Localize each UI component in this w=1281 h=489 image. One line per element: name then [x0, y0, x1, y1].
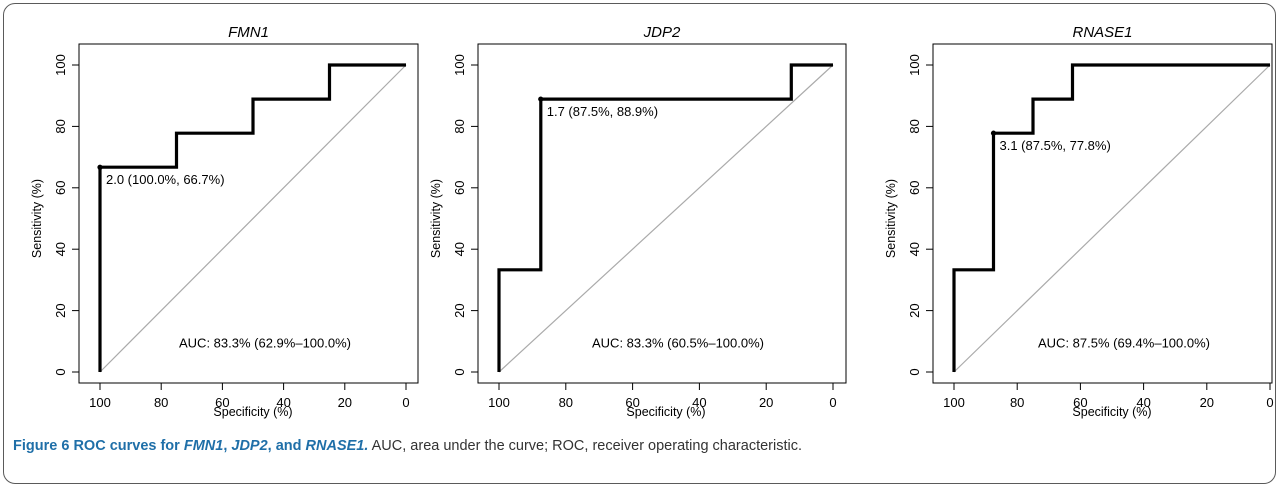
best-threshold-point — [538, 96, 544, 102]
roc-curve — [952, 63, 1270, 372]
x-tick-label: 20 — [338, 395, 352, 410]
reference-diagonal — [953, 64, 1271, 373]
caption-description: AUC, area under the curve; ROC, receiver… — [371, 438, 802, 454]
x-tick-label: 80 — [559, 395, 573, 410]
chart-title: FMN1 — [228, 24, 269, 41]
x-axis-label: Specificity (%) — [1072, 405, 1151, 419]
y-tick-label: 0 — [53, 368, 68, 375]
y-axis-label: Sensitivity (%) — [429, 179, 443, 258]
x-tick-label: 40 — [692, 395, 706, 410]
caption-title-part: FMN1 — [183, 438, 224, 454]
x-tick-label: 60 — [1073, 395, 1087, 410]
y-tick-label: 60 — [452, 181, 467, 195]
chart-title: JDP2 — [643, 24, 681, 41]
y-tick-label: 60 — [53, 181, 68, 195]
best-threshold-label: 1.7 (87.5%, 88.9%) — [547, 104, 658, 119]
best-threshold-point — [990, 130, 997, 136]
y-tick-label: 100 — [452, 54, 467, 76]
x-tick-label: 100 — [488, 395, 510, 410]
y-tick-label: 0 — [452, 368, 467, 375]
y-tick-label: 0 — [907, 368, 922, 375]
caption-title-part: RNASE1 — [305, 438, 365, 454]
x-tick-label: 80 — [1010, 395, 1024, 410]
y-axis-label: Sensitivity (%) — [884, 179, 898, 258]
caption-title: Figure 6 ROC curves for FMN1, JDP2, and … — [13, 438, 368, 454]
y-tick-label: 20 — [53, 303, 68, 317]
reference-diagonal — [99, 64, 407, 373]
plot-box — [477, 43, 847, 384]
best-threshold-label: 3.1 (87.5%, 77.8%) — [1000, 138, 1111, 153]
y-tick-label: 40 — [452, 242, 467, 256]
y-tick-label: 40 — [53, 242, 68, 256]
figure-frame — [3, 3, 1276, 484]
x-tick-label: 0 — [829, 395, 836, 410]
caption-title-part: JDP2 — [231, 438, 268, 454]
x-axis-label: Specificity (%) — [213, 405, 292, 419]
x-tick-label: 0 — [402, 395, 409, 410]
x-tick-label: 40 — [1136, 395, 1150, 410]
y-axis-label: Sensitivity (%) — [30, 179, 44, 258]
y-tick-label: 100 — [907, 54, 922, 76]
x-tick-label: 60 — [625, 395, 639, 410]
x-tick-label: 60 — [215, 395, 229, 410]
caption-title-part: , — [223, 438, 232, 454]
y-tick-label: 80 — [907, 119, 922, 133]
caption-title-part: . — [364, 438, 369, 454]
y-tick-label: 80 — [53, 119, 68, 133]
plot-box — [78, 43, 419, 384]
auc-annotation: AUC: 83.3% (62.9%–100.0%) — [179, 335, 351, 350]
x-tick-label: 20 — [759, 395, 773, 410]
y-tick-label: 20 — [907, 303, 922, 317]
auc-annotation: AUC: 87.5% (69.4%–100.0%) — [1038, 335, 1210, 350]
y-tick-label: 20 — [452, 303, 467, 317]
x-tick-label: 100 — [943, 395, 965, 410]
best-threshold-point — [97, 164, 103, 170]
y-tick-label: 80 — [452, 119, 467, 133]
plot-box — [932, 43, 1273, 384]
caption-title-parts: ROC curves for FMN1, JDP2, and RNASE1. — [73, 438, 368, 454]
x-tick-label: 80 — [154, 395, 168, 410]
figure-caption: Figure 6 ROC curves for FMN1, JDP2, and … — [13, 438, 802, 454]
x-tick-label: 0 — [1266, 395, 1273, 410]
chart-title: RNASE1 — [1072, 24, 1132, 41]
caption-title-part: ROC curves for — [73, 438, 184, 454]
reference-diagonal — [498, 64, 834, 373]
x-tick-label: 40 — [276, 395, 290, 410]
x-tick-label: 20 — [1200, 395, 1214, 410]
y-tick-label: 60 — [907, 181, 922, 195]
y-tick-label: 100 — [53, 54, 68, 76]
caption-figure-label: Figure 6 — [13, 438, 70, 454]
auc-annotation: AUC: 83.3% (60.5%–100.0%) — [592, 335, 764, 350]
roc-curve — [98, 63, 406, 372]
x-axis-label: Specificity (%) — [626, 405, 705, 419]
x-tick-label: 100 — [89, 395, 111, 410]
caption-title-part: , and — [267, 438, 306, 454]
best-threshold-label: 2.0 (100.0%, 66.7%) — [106, 172, 225, 187]
y-tick-label: 40 — [907, 242, 922, 256]
